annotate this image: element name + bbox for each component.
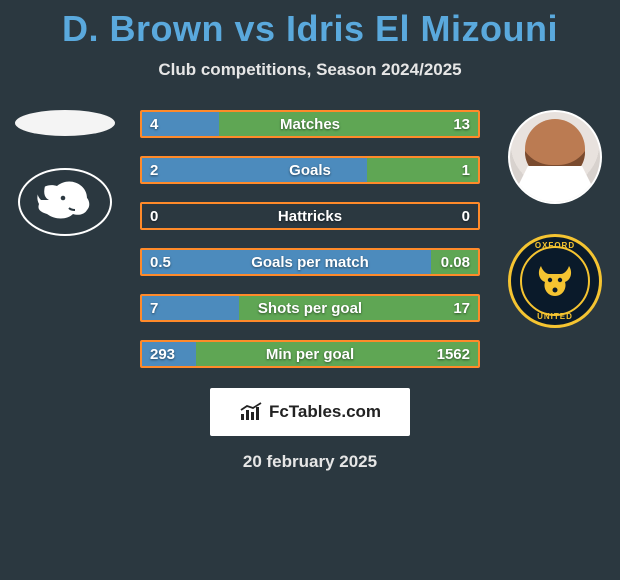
stat-value-right: 0 xyxy=(462,204,470,228)
left-player-column xyxy=(10,110,120,239)
stat-fill-left xyxy=(142,250,431,274)
ox-badge-bottom: UNITED xyxy=(511,312,599,321)
stat-value-right: 13 xyxy=(453,112,470,136)
right-club-logo: OXFORD UNITED xyxy=(508,234,602,328)
page-subtitle: Club competitions, Season 2024/2025 xyxy=(0,60,620,80)
stat-value-left: 2 xyxy=(150,158,158,182)
footer-date: 20 february 2025 xyxy=(0,452,620,472)
stat-row: 0 0Hattricks xyxy=(140,202,480,230)
left-club-logo xyxy=(15,164,115,239)
stat-bars: 413Matches21Goals00Hattricks0.50.08Goals… xyxy=(140,110,480,368)
left-player-avatar xyxy=(15,110,115,136)
page-title: D. Brown vs Idris El Mizouni xyxy=(0,0,620,50)
site-name: FcTables.com xyxy=(269,402,381,422)
stat-value-left: 4 xyxy=(150,112,158,136)
stat-value-left: 0.5 xyxy=(150,250,171,274)
stat-value-right: 17 xyxy=(453,296,470,320)
right-player-avatar xyxy=(508,110,602,204)
stat-fill-left xyxy=(142,158,367,182)
stat-value-right: 1 xyxy=(462,158,470,182)
stat-value-left: 7 xyxy=(150,296,158,320)
stat-value-left: 293 xyxy=(150,342,175,366)
stat-value-right: 1562 xyxy=(437,342,470,366)
stat-row: 0.50.08Goals per match xyxy=(140,248,480,276)
stat-row: 2931562Min per goal xyxy=(140,340,480,368)
comparison-content: OXFORD UNITED 413Matches21Goals00Hattric… xyxy=(0,110,620,368)
stat-label: Hattricks xyxy=(142,204,478,228)
stat-row: 21Goals xyxy=(140,156,480,184)
stat-fill-right xyxy=(219,112,478,136)
right-player-column: OXFORD UNITED xyxy=(500,110,610,328)
stat-row: 413Matches xyxy=(140,110,480,138)
stat-value-left: 0 xyxy=(150,204,158,228)
ox-bull-icon xyxy=(533,262,577,300)
site-badge: FcTables.com xyxy=(210,388,410,436)
stat-row: 717Shots per goal xyxy=(140,294,480,322)
chart-icon xyxy=(239,402,263,422)
stat-fill-right xyxy=(239,296,478,320)
stat-value-right: 0.08 xyxy=(441,250,470,274)
